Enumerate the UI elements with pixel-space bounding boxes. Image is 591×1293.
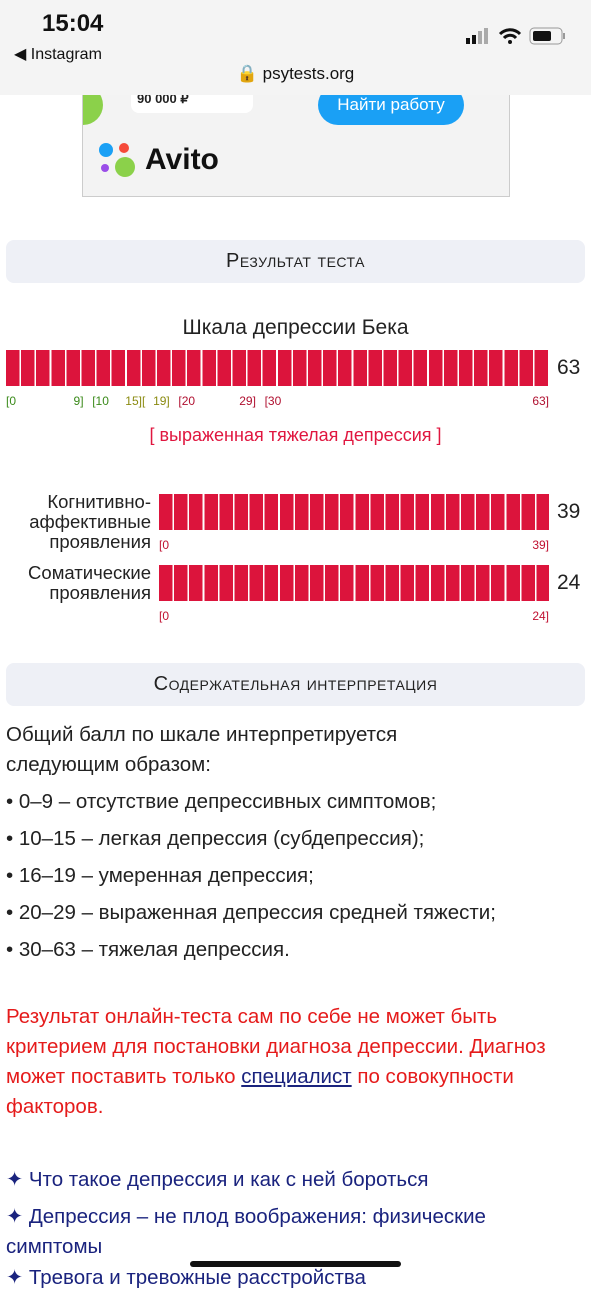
article-link[interactable]: ✦ Тревога и тревожные расстройства: [6, 1266, 366, 1289]
verdict: [ выраженная тяжелая депрессия ]: [149, 425, 442, 445]
section-header: Содержательная интерпретация: [6, 663, 585, 706]
tick-label: [20: [178, 394, 196, 408]
ad-brand: Avito: [145, 143, 219, 176]
list-item: • 20–29 – выраженная депрессия средней т…: [6, 901, 496, 924]
ad-logo: [99, 143, 135, 177]
ad-price: 90 000 ₽: [131, 95, 253, 113]
ad-button[interactable]: Найти работу: [318, 95, 464, 125]
score-value: 63: [557, 356, 581, 379]
tick-label: 24]: [532, 609, 549, 623]
ad-banner[interactable]: 90 000 ₽ Найти работу Avito: [82, 95, 510, 197]
score-value: 39: [557, 500, 581, 523]
warning-text: по совокупности факторов.: [6, 1065, 514, 1118]
tick-label: 19]: [153, 394, 170, 408]
list-item: • 30–63 – тяжелая депрессия.: [6, 938, 290, 961]
bar-track: [159, 494, 549, 530]
list-item: • 16–19 – умеренная депрессия;: [6, 864, 314, 887]
warning: Результат онлайн-теста сам по себе не мо…: [6, 1002, 584, 1122]
url: 🔒 psytests.org: [236, 64, 355, 83]
home-indicator: [190, 1261, 401, 1267]
tick-label: [0: [159, 538, 170, 552]
tick-label: 9]: [73, 394, 84, 408]
tick-label: [30: [264, 394, 282, 408]
scale-label: Когнитивно-аффективные проявления: [29, 491, 151, 552]
ad-shape: [83, 95, 103, 125]
status-icons: [466, 27, 565, 45]
intro: Общий балл по шкале интерпретируется сле…: [6, 723, 398, 776]
tick-label: 63]: [532, 394, 549, 408]
warning-text: Результат онлайн-теста сам по себе не мо…: [6, 1005, 546, 1088]
score-bar: [6, 350, 549, 386]
tick-label: 39]: [532, 538, 549, 552]
bar-track: [159, 565, 549, 601]
list-item: • 0–9 – отсутствие депрессивных симптомо…: [6, 790, 437, 813]
score-bar: [159, 565, 549, 601]
tick-label: [0: [6, 394, 17, 408]
bar-track: [6, 350, 549, 386]
tick-label: 29]: [239, 394, 256, 408]
scale-label: Соматические проявления: [28, 562, 151, 603]
article-link[interactable]: ✦ Что такое депрессия и как с ней бороть…: [6, 1168, 429, 1191]
list-item: • 10–15 – легкая депрессия (субдепрессия…: [6, 827, 425, 850]
score-bar: [159, 494, 549, 530]
back-app[interactable]: ◀ Instagram: [14, 46, 102, 63]
article-link[interactable]: ✦ Депрессия – не плод воображения: физич…: [6, 1205, 486, 1258]
link[interactable]: специалист: [241, 1065, 352, 1088]
tick-label: [0: [159, 609, 170, 623]
section-header: Результат теста: [6, 240, 585, 283]
tick-label: [10: [92, 394, 109, 408]
score-value: 24: [557, 571, 581, 594]
time: 15:04: [42, 10, 104, 37]
tick-label: 15][: [125, 394, 146, 408]
status-bar: 15:04 ◀ Instagram 🔒 psytests.org: [0, 0, 591, 95]
scale-title: Шкала депрессии Бека: [182, 316, 409, 339]
